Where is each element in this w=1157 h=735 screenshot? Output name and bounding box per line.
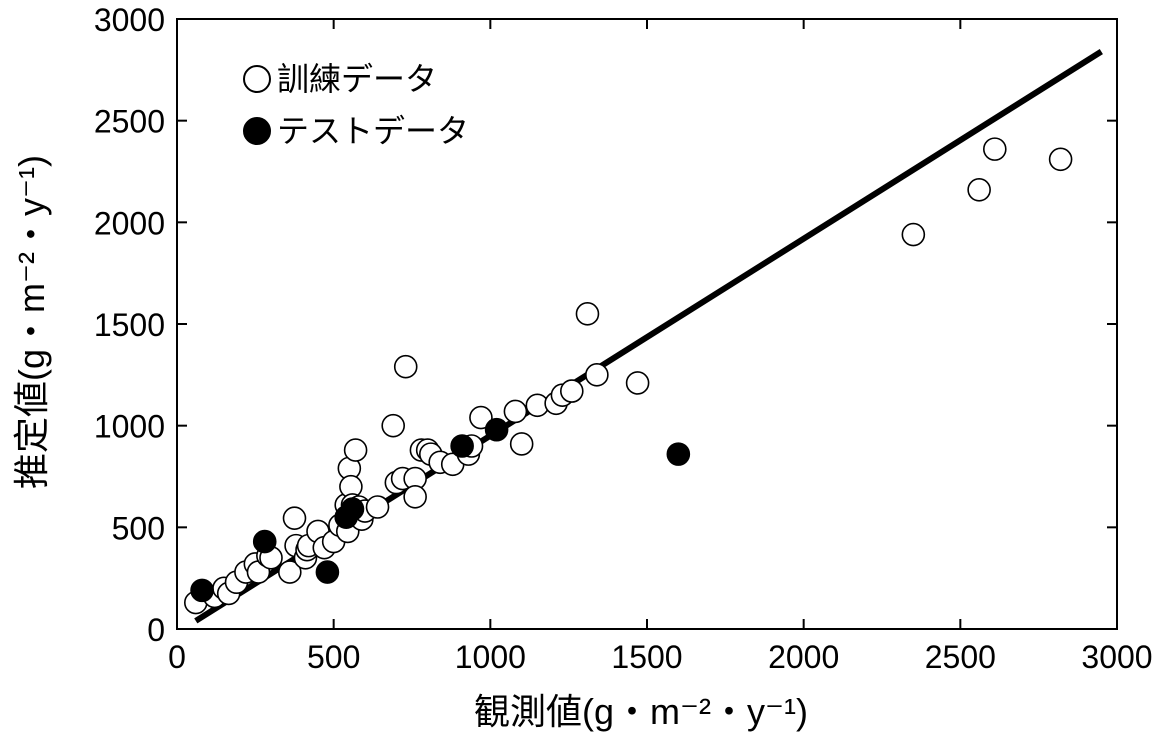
test-data-point — [484, 417, 509, 442]
training-data-point — [625, 371, 650, 395]
y-tick-label: 500 — [112, 510, 165, 546]
training-data-point — [585, 363, 609, 387]
y-axis-label: 推定値(g・m⁻²・y⁻¹) — [11, 155, 52, 489]
x-tick-label: 1000 — [455, 639, 526, 675]
training-data-point — [509, 432, 534, 456]
training-data-point — [503, 399, 528, 424]
training-data-point — [282, 506, 307, 530]
training-data-point — [277, 560, 302, 584]
training-data-point — [575, 302, 600, 326]
axis-ticks: 0 500 1000 1500 2000 2500 3000 0 500 1000 1500 2000… — [94, 2, 1153, 675]
x-tick-label: 500 — [307, 639, 360, 675]
test-data-point — [252, 529, 277, 554]
training-data-point — [403, 485, 427, 509]
y-tick-label: 3000 — [94, 2, 165, 38]
training-data-point — [559, 379, 584, 403]
training-data-point — [901, 222, 926, 247]
x-tick-label: 2000 — [768, 639, 839, 675]
legend-marker-training — [243, 65, 271, 93]
y-tick-label: 2000 — [94, 205, 165, 241]
data-marks — [184, 48, 1103, 624]
test-data-point — [315, 560, 340, 584]
training-data-point — [381, 413, 406, 438]
y-tick-label: 1000 — [94, 409, 165, 445]
x-tick-label: 2500 — [925, 639, 996, 675]
legend-label-training: 訓練データ — [277, 61, 437, 97]
test-data-point — [450, 434, 474, 458]
training-data-point — [967, 178, 991, 202]
training-data-point — [343, 438, 368, 462]
legend-label-test: テストデータ — [277, 113, 469, 149]
x-tick-label: 0 — [168, 639, 186, 675]
y-tick-label: 2500 — [94, 104, 165, 140]
training-data-point — [982, 137, 1007, 161]
x-tick-label: 1500 — [611, 639, 682, 675]
training-data-point — [1048, 147, 1073, 172]
test-data-point — [340, 497, 365, 521]
x-tick-label: 3000 — [1081, 639, 1152, 675]
training-data-point — [469, 405, 493, 430]
legend: 訓練データ テストデータ — [243, 61, 469, 149]
training-data-point — [393, 354, 418, 379]
y-tick-label: 1500 — [94, 307, 165, 343]
test-data-point — [190, 578, 214, 603]
x-axis-label: 観測値(g・m⁻²・y⁻¹) — [474, 691, 808, 732]
training-data-point — [365, 495, 390, 519]
test-data-point — [666, 442, 691, 466]
y-tick-label: 0 — [147, 612, 165, 648]
legend-marker-test — [243, 117, 271, 145]
